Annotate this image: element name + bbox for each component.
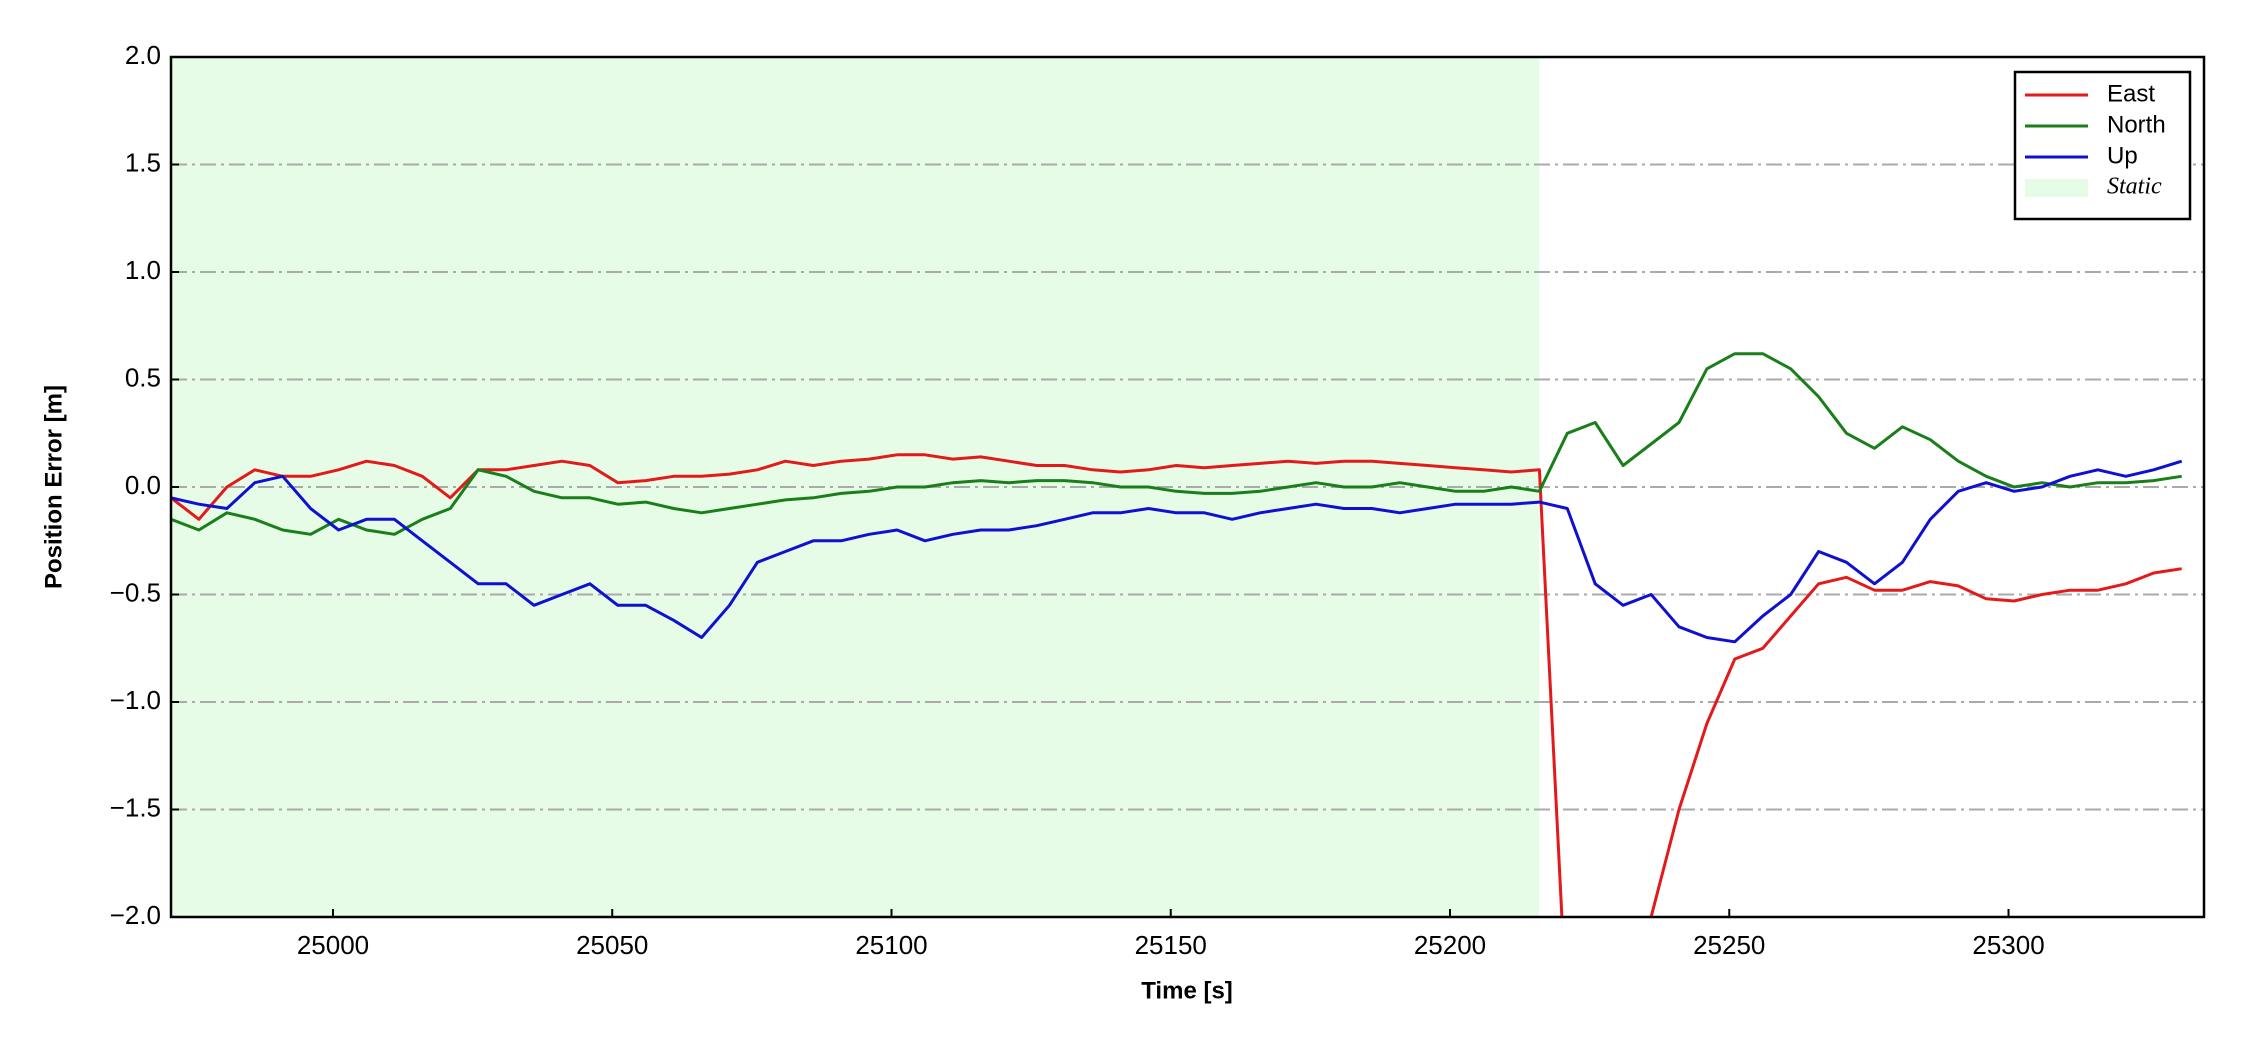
y-axis-label: Position Error [m]	[40, 385, 67, 589]
legend-label: East	[2107, 80, 2155, 107]
x-tick-label: 25000	[297, 930, 369, 960]
x-tick-label: 25300	[1972, 930, 2044, 960]
plot-lines	[171, 352, 2183, 917]
y-tick-label: −0.5	[110, 577, 161, 607]
legend-label: Static	[2107, 174, 2162, 200]
y-tick-label: 1.0	[125, 255, 161, 285]
y-tick-label: 1.5	[125, 147, 161, 177]
y-tick-label: 0.5	[125, 362, 161, 392]
series-line	[171, 459, 2183, 644]
legend-label: Up	[2107, 142, 2138, 169]
x-tick-label: 25150	[1135, 930, 1207, 960]
x-tick-label: 25100	[855, 930, 927, 960]
y-tick-label: −1.0	[110, 685, 161, 715]
legend-swatch	[2025, 179, 2088, 197]
y-tick-label: −2.0	[110, 900, 161, 930]
x-tick-label: 25200	[1414, 930, 1486, 960]
y-tick-label: 2.0	[125, 40, 161, 70]
series-line	[171, 453, 2182, 917]
x-tick-label: 25250	[1693, 930, 1765, 960]
x-tick-label: 25050	[576, 930, 648, 960]
plot-frame	[169, 55, 2206, 919]
y-tick-label: 0.0	[125, 470, 161, 500]
y-tick-label: −1.5	[110, 792, 161, 822]
series-line	[171, 352, 2182, 536]
x-axis-label: Time [s]	[1141, 977, 1233, 1004]
legend-label: North	[2107, 111, 2166, 138]
